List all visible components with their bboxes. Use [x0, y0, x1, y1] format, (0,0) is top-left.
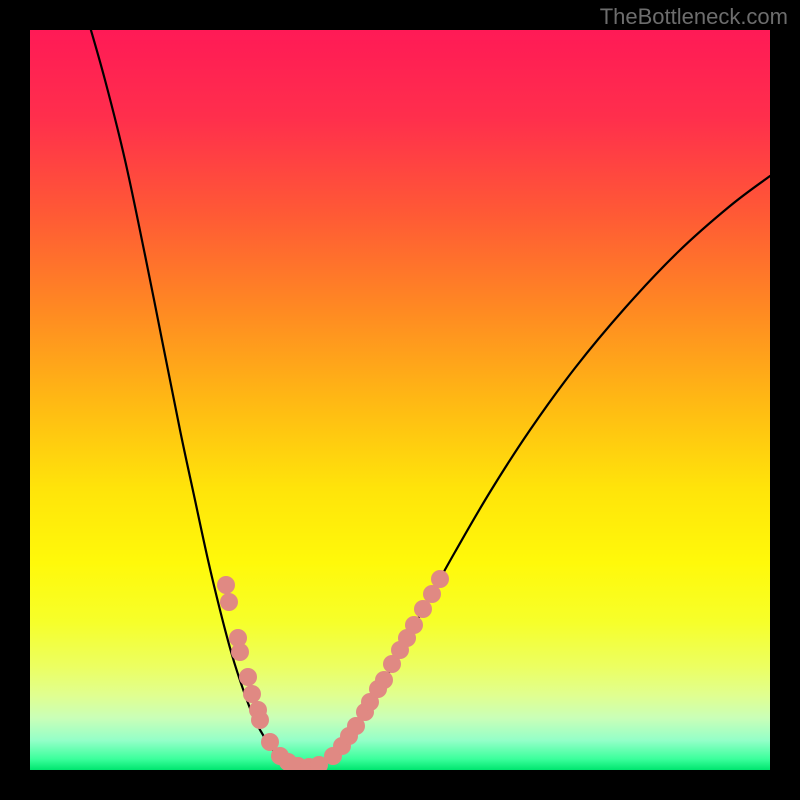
marker-left-7 [251, 711, 269, 729]
plot-area [30, 30, 770, 770]
marker-left-4 [239, 668, 257, 686]
marker-right-11 [405, 616, 423, 634]
marker-right-14 [431, 570, 449, 588]
marker-right-7 [375, 671, 393, 689]
marker-left-0 [217, 576, 235, 594]
chart-root: TheBottleneck.com [0, 0, 800, 800]
marker-left-3 [231, 643, 249, 661]
watermark-text: TheBottleneck.com [600, 4, 788, 30]
marker-left-1 [220, 593, 238, 611]
